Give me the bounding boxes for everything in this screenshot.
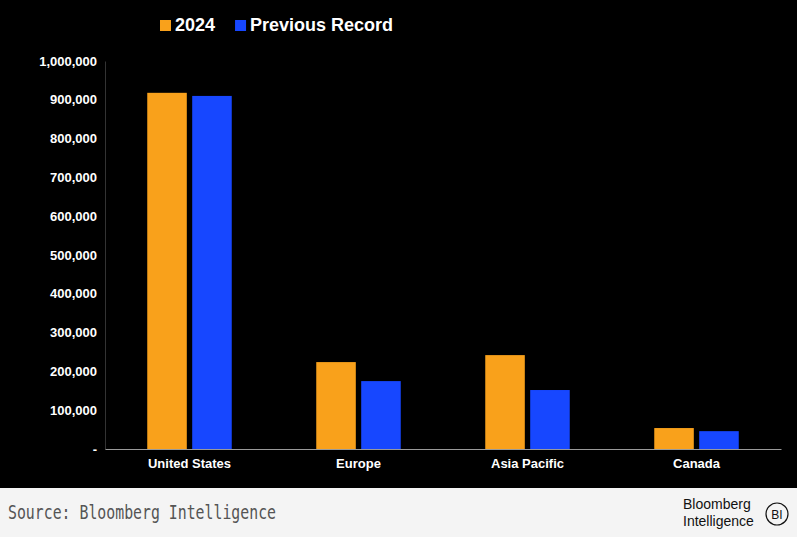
bar xyxy=(654,428,694,449)
y-tick: 1,000,000 xyxy=(39,54,105,69)
y-tick: - xyxy=(93,442,105,457)
logo-text: Bloomberg xyxy=(683,496,751,512)
y-tick-label: 700,000 xyxy=(50,170,97,185)
x-tick-label: Europe xyxy=(336,456,381,471)
y-tick: 200,000 xyxy=(50,364,105,379)
legend: 2024 Previous Record xyxy=(160,15,393,35)
y-tick-label: 100,000 xyxy=(50,403,97,418)
y-tick-label: 500,000 xyxy=(50,248,97,263)
chart-background xyxy=(0,0,797,488)
logo: BloombergIntelligence BI xyxy=(683,496,788,529)
logo-badge-text: BI xyxy=(771,508,782,522)
x-tick-label: United States xyxy=(148,456,231,471)
y-tick-label: 900,000 xyxy=(50,92,97,107)
logo-text: Intelligence xyxy=(683,513,754,529)
x-tick: Europe xyxy=(336,449,381,471)
y-tick-label: 200,000 xyxy=(50,364,97,379)
bar xyxy=(530,390,570,449)
bar xyxy=(192,96,232,449)
bars xyxy=(147,93,739,449)
y-tick: 500,000 xyxy=(50,248,105,263)
chart: 2024 Previous Record - 100,000 200,000 300,00… xyxy=(0,0,797,537)
y-tick: 300,000 xyxy=(50,325,105,340)
y-tick: 100,000 xyxy=(50,403,105,418)
legend-swatch xyxy=(160,20,171,31)
y-tick: 800,000 xyxy=(50,131,105,146)
legend-label: Previous Record xyxy=(250,15,393,35)
y-tick-label: 1,000,000 xyxy=(39,54,97,69)
x-tick: United States xyxy=(148,449,231,471)
bar xyxy=(147,93,187,449)
x-tick: Asia Pacific xyxy=(491,449,564,471)
y-tick-label: - xyxy=(93,442,97,457)
x-tick-label: Asia Pacific xyxy=(491,456,564,471)
source-note: Source: Bloomberg Intelligence xyxy=(8,501,276,523)
bar xyxy=(361,381,401,449)
x-tick-label: Canada xyxy=(673,456,721,471)
bar xyxy=(699,431,739,449)
y-tick: 900,000 xyxy=(50,92,105,107)
y-tick: 600,000 xyxy=(50,209,105,224)
y-axis: - 100,000 200,000 300,000 400,000 500,000 600,… xyxy=(39,54,105,457)
logo-badge xyxy=(766,503,788,525)
y-tick-label: 400,000 xyxy=(50,286,97,301)
y-tick-label: 800,000 xyxy=(50,131,97,146)
y-axis-line xyxy=(105,62,106,450)
y-tick-label: 600,000 xyxy=(50,209,97,224)
bar xyxy=(485,355,525,449)
legend-label: 2024 xyxy=(175,15,215,35)
legend-swatch xyxy=(235,20,246,31)
y-tick: 400,000 xyxy=(50,286,105,301)
footer-background xyxy=(0,488,797,537)
bar xyxy=(316,362,356,449)
x-axis-line xyxy=(106,449,782,450)
x-tick: Canada xyxy=(673,449,721,471)
y-tick-label: 300,000 xyxy=(50,325,97,340)
y-tick: 700,000 xyxy=(50,170,105,185)
x-axis: United States Europe Asia Pacific Canada xyxy=(106,449,782,471)
